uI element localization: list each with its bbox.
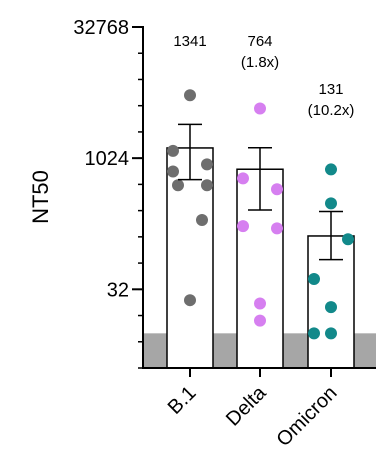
point-b-1 [196, 213, 208, 226]
point-b-1 [184, 294, 196, 307]
point-omicron [325, 301, 337, 314]
point-omicron [325, 197, 337, 210]
point-b-1 [167, 144, 179, 157]
point-omicron [308, 327, 320, 340]
point-delta [271, 183, 283, 196]
y-axis-title: NT50 [28, 170, 53, 224]
y-tick-label: 32768 [73, 17, 129, 39]
point-b-1 [201, 158, 213, 171]
point-delta [237, 220, 249, 233]
axes-layer [132, 26, 376, 377]
annotation-delta: 764 [247, 33, 272, 50]
annotation-omicron: 131 [318, 81, 343, 98]
annotation-b-1: 1341 [173, 33, 206, 50]
error-bars-layer [178, 123, 343, 261]
point-omicron [325, 163, 337, 176]
point-delta [237, 172, 249, 185]
point-omicron [308, 273, 320, 286]
point-delta [254, 314, 266, 327]
point-b-1 [167, 165, 179, 178]
annotation-omicron: (10.2x) [308, 102, 355, 119]
point-delta [254, 297, 266, 310]
point-b-1 [201, 179, 213, 192]
y-tick-label: 32 [107, 279, 129, 301]
point-delta [271, 222, 283, 235]
point-delta [254, 102, 266, 115]
point-omicron [342, 233, 354, 246]
point-b-1 [184, 89, 196, 102]
y-tick-label: 1024 [85, 148, 130, 170]
annotation-delta: (1.8x) [241, 54, 279, 71]
point-omicron [325, 327, 337, 340]
points-layer [167, 89, 354, 340]
point-b-1 [172, 179, 184, 192]
